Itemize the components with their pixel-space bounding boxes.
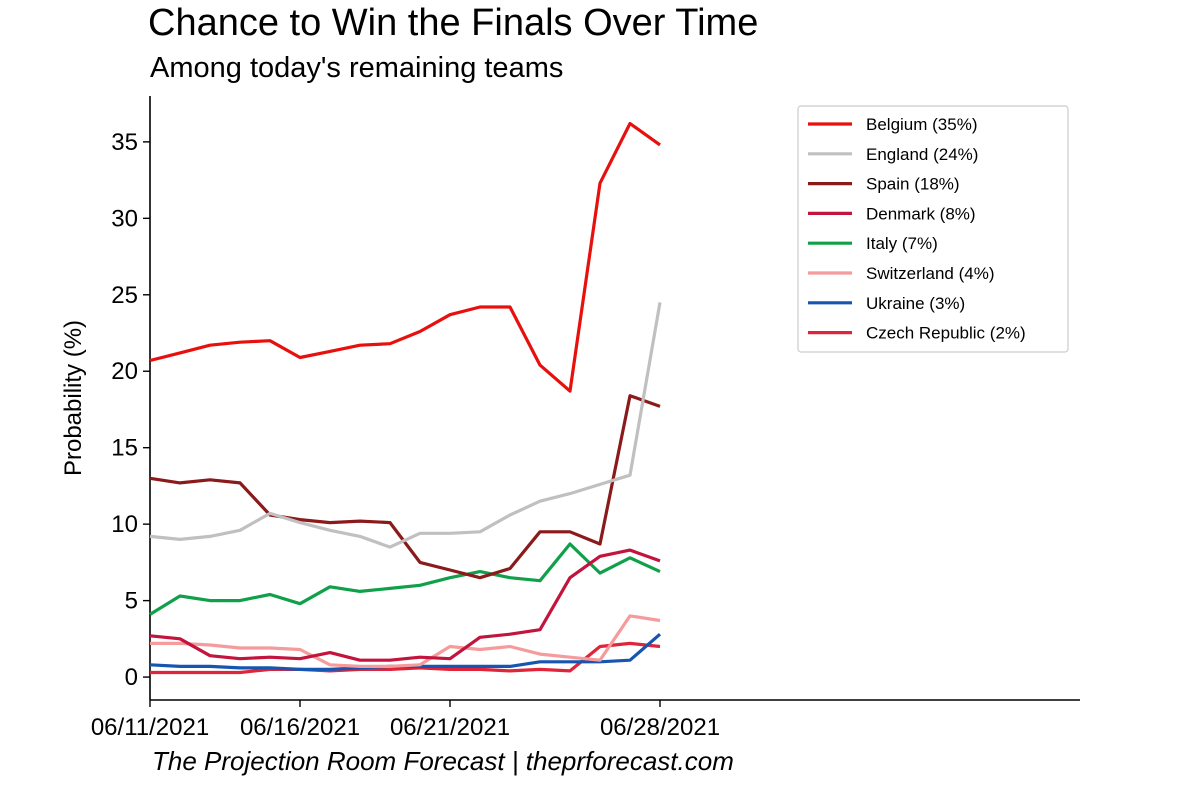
legend-label-italy: Italy (7%) [866,234,938,253]
legend-label-belgium: Belgium (35%) [866,115,978,134]
axes [149,96,1080,701]
y-tick-label: 25 [111,282,138,309]
series-line-belgium [149,121,661,393]
legend: Belgium (35%) England (24%) Spain (18%) Den… [797,105,1069,353]
x-tick-label: 06/21/2021 [390,714,510,741]
legend-label-ukraine: Ukraine (3%) [866,294,965,313]
series-line-england [149,302,662,549]
chart-title: Chance to Win the Finals Over Time [148,2,759,44]
y-tick-label: 10 [111,511,138,538]
y-tick-label: 35 [111,129,138,156]
y-tick-label: 0 [125,664,138,691]
series-line-czech-republic [150,641,661,675]
legend-label-czech-republic: Czech Republic (2%) [866,324,1026,343]
x-tick-label: 06/28/2021 [600,714,720,741]
legend-label-denmark: Denmark (8%) [866,204,976,223]
y-tick-label: 30 [111,205,138,232]
legend-frame [797,105,1069,353]
legend-label-spain: Spain (18%) [866,175,960,194]
legend-label-england: England (24%) [866,145,978,164]
credit-text: The Projection Room Forecast | theprfore… [152,746,734,776]
y-axis-title: Probability (%) [60,320,87,476]
chart-subtitle: Among today's remaining teams [150,52,564,84]
y-tick-label: 15 [111,435,138,462]
y-tick-label: 5 [125,588,138,615]
y-tick-label: 20 [111,358,138,385]
series-line-denmark [149,548,661,662]
series-layer [149,121,662,675]
y-ticks: 0 5 10 15 20 25 30 35 [111,129,150,691]
x-tick-label: 06/16/2021 [240,714,360,741]
series-line-italy [149,542,661,616]
x-tick-label: 06/11/2021 [91,714,209,741]
series-line-spain [149,394,661,580]
x-ticks: 06/11/2021 06/16/2021 06/21/2021 06/28/2021 [91,700,720,741]
series-line-switzerland [150,614,661,668]
legend-label-switzerland: Switzerland (4%) [866,264,995,283]
